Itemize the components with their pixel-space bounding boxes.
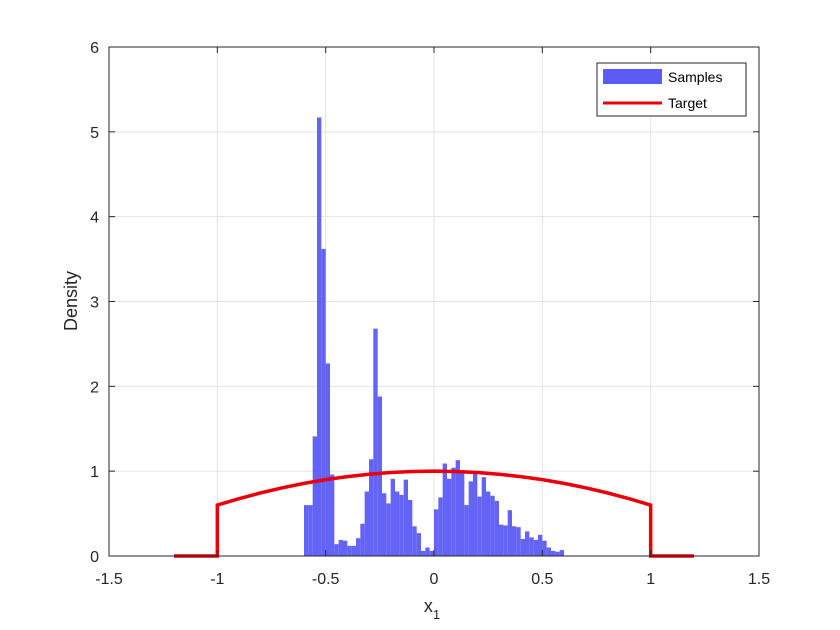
histogram-bar: [512, 526, 517, 556]
histogram-bar: [321, 248, 326, 557]
histogram-bar: [334, 544, 339, 556]
histogram-bar: [308, 505, 313, 556]
histogram-bar: [559, 550, 564, 556]
histogram-bar: [438, 497, 443, 556]
histogram-bar: [312, 436, 317, 556]
y-tick-label: 3: [90, 295, 99, 312]
histogram-bar: [403, 479, 408, 556]
histogram-bar: [555, 551, 560, 556]
histogram-bar: [546, 547, 551, 556]
legend: Samples Target: [596, 62, 747, 117]
histogram-bar: [520, 539, 525, 556]
histogram-bar: [317, 117, 322, 556]
y-tick-label: 5: [90, 125, 99, 142]
legend-label-samples: Samples: [668, 69, 722, 85]
histogram-bar: [503, 525, 508, 556]
histogram-bar: [490, 495, 495, 556]
histogram-bar: [525, 531, 530, 556]
target-line: [174, 469, 694, 558]
x-tick-label: 0: [430, 571, 439, 588]
histogram-bar: [507, 510, 512, 556]
histogram-bars: [304, 117, 564, 557]
x-tick-label: 0.5: [531, 571, 553, 588]
histogram-bar: [304, 505, 309, 556]
x-axis-label: x1: [424, 596, 440, 622]
y-tick-label: 2: [90, 379, 99, 396]
histogram-bar: [347, 545, 352, 556]
histogram-bar: [481, 477, 486, 556]
histogram-bar: [442, 463, 447, 556]
histogram-bar: [351, 545, 356, 556]
histogram-bar: [343, 540, 348, 556]
legend-swatch-samples: [603, 69, 662, 84]
y-tick-label: 4: [90, 210, 99, 227]
histogram-bar: [473, 473, 478, 556]
histogram-bar: [369, 459, 374, 556]
histogram-bar: [499, 524, 504, 556]
histogram-bar: [447, 478, 452, 556]
histogram-bar: [468, 481, 473, 556]
histogram-bar: [338, 539, 343, 556]
histogram-bar: [373, 328, 378, 556]
histogram-bar: [399, 494, 404, 556]
histogram-bar: [325, 363, 330, 556]
histogram-bar: [390, 478, 395, 556]
histogram-bar: [529, 537, 534, 556]
x-tick-label: 1.5: [748, 571, 770, 588]
legend-label-target: Target: [668, 95, 707, 111]
histogram-bar: [429, 550, 434, 556]
x-tick-label: -1.5: [95, 571, 123, 588]
histogram-bar: [364, 491, 369, 556]
grid: [109, 47, 759, 556]
histogram-bar: [542, 540, 547, 556]
histogram-bar: [382, 493, 387, 556]
histogram-bar: [408, 500, 413, 556]
y-tick-label: 1: [90, 464, 99, 481]
y-axis-label: Density: [61, 271, 81, 331]
histogram-bar: [477, 496, 482, 556]
histogram-bar: [360, 523, 365, 556]
histogram-bar: [494, 500, 499, 556]
x-tick-label: -0.5: [312, 571, 340, 588]
histogram-bar: [486, 491, 491, 556]
histogram-bar: [516, 527, 521, 556]
histogram-bar: [412, 526, 417, 556]
histogram-bar: [395, 491, 400, 556]
histogram-bar: [356, 538, 361, 556]
histogram-bar: [416, 533, 421, 556]
axes: [108, 46, 760, 557]
histogram-bar: [538, 534, 543, 556]
target-line-layer: [174, 469, 694, 558]
histogram-bar: [551, 550, 556, 556]
histogram-bar: [421, 550, 426, 556]
x-tick-label: -1: [210, 571, 224, 588]
histogram-bar: [464, 505, 469, 556]
histogram-bar: [386, 503, 391, 556]
histogram-bar: [455, 460, 460, 556]
tick-labels: -1.5 -1 -0.5 0 0.5 1 1.5 0 1 2 3 4 5 6: [90, 40, 770, 588]
y-tick-label: 0: [90, 549, 99, 566]
x-tick-label: 1: [646, 571, 655, 588]
histogram-bar: [460, 472, 465, 556]
y-tick-label: 6: [90, 40, 99, 57]
histogram-bar: [434, 509, 439, 556]
histogram-bar: [451, 467, 456, 556]
histogram-bar: [330, 474, 335, 556]
histogram-bar: [533, 539, 538, 556]
histogram-bar: [425, 547, 430, 556]
histogram-bar: [377, 396, 382, 556]
